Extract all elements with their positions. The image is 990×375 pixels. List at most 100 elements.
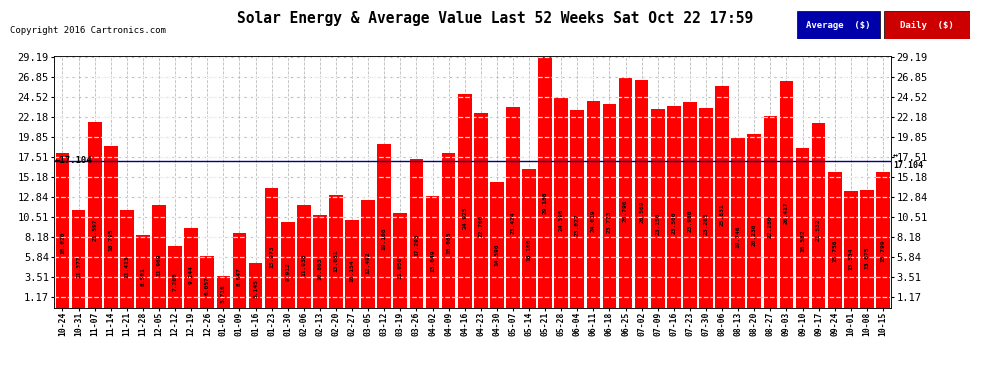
Text: 23.027: 23.027 bbox=[575, 213, 580, 236]
Text: 24.396: 24.396 bbox=[558, 209, 563, 231]
Bar bbox=[233, 233, 247, 308]
Bar bbox=[603, 104, 617, 308]
Text: 9.912: 9.912 bbox=[285, 262, 290, 281]
Bar bbox=[248, 263, 262, 308]
Bar bbox=[346, 220, 359, 308]
Bar bbox=[200, 255, 214, 308]
Text: 18.065: 18.065 bbox=[446, 231, 451, 254]
Text: 11.413: 11.413 bbox=[125, 255, 130, 278]
Text: 23.285: 23.285 bbox=[704, 212, 709, 235]
Bar bbox=[329, 195, 343, 308]
Bar bbox=[55, 153, 69, 308]
Text: 13.534: 13.534 bbox=[848, 248, 853, 270]
Bar bbox=[828, 172, 842, 308]
Text: 21.597: 21.597 bbox=[92, 219, 97, 241]
Text: 23.980: 23.980 bbox=[687, 210, 692, 232]
Text: 19.746: 19.746 bbox=[736, 225, 741, 248]
Bar bbox=[313, 215, 327, 308]
Bar bbox=[168, 246, 182, 308]
Bar bbox=[876, 172, 890, 308]
Bar bbox=[361, 200, 375, 308]
Bar bbox=[457, 94, 471, 308]
Bar bbox=[474, 113, 488, 308]
Text: 15.756: 15.756 bbox=[833, 240, 838, 262]
Text: 8.647: 8.647 bbox=[237, 267, 242, 286]
Bar bbox=[860, 190, 874, 308]
Bar bbox=[522, 170, 536, 308]
Bar bbox=[393, 213, 407, 308]
Bar bbox=[539, 57, 552, 308]
Text: 15.799: 15.799 bbox=[880, 239, 885, 262]
Text: 6.057: 6.057 bbox=[205, 276, 210, 295]
Bar bbox=[763, 116, 777, 308]
Bar bbox=[104, 146, 118, 308]
Text: 11.969: 11.969 bbox=[156, 253, 161, 276]
Text: 7.208: 7.208 bbox=[172, 272, 177, 291]
Text: Solar Energy & Average Value Last 52 Weeks Sat Oct 22 17:59: Solar Energy & Average Value Last 52 Wee… bbox=[237, 11, 753, 26]
Bar bbox=[635, 80, 648, 308]
Bar bbox=[281, 222, 295, 308]
Text: Copyright 2016 Cartronics.com: Copyright 2016 Cartronics.com bbox=[10, 26, 165, 35]
Bar bbox=[796, 148, 810, 308]
Text: 11.377: 11.377 bbox=[76, 255, 81, 278]
Text: 26.417: 26.417 bbox=[784, 201, 789, 223]
Text: 22.280: 22.280 bbox=[768, 216, 773, 238]
Text: 20.230: 20.230 bbox=[751, 224, 756, 246]
Bar bbox=[377, 144, 391, 308]
Text: 21.532: 21.532 bbox=[816, 219, 821, 241]
FancyBboxPatch shape bbox=[884, 11, 970, 39]
Text: 13.675: 13.675 bbox=[864, 247, 869, 270]
Bar bbox=[699, 108, 713, 307]
Bar bbox=[264, 188, 278, 308]
Bar bbox=[732, 138, 745, 308]
Text: 24.925: 24.925 bbox=[462, 207, 467, 229]
Text: 10.803: 10.803 bbox=[318, 257, 323, 280]
Text: 23.500: 23.500 bbox=[671, 211, 676, 234]
Bar bbox=[297, 205, 311, 308]
Bar bbox=[715, 86, 729, 308]
Text: 3.718: 3.718 bbox=[221, 285, 226, 303]
Text: 23.424: 23.424 bbox=[511, 212, 516, 234]
Text: 10.154: 10.154 bbox=[349, 260, 354, 282]
Text: 8.501: 8.501 bbox=[141, 267, 146, 286]
Text: 14.590: 14.590 bbox=[494, 244, 499, 266]
Text: 9.244: 9.244 bbox=[189, 265, 194, 284]
Bar bbox=[152, 205, 166, 308]
Bar bbox=[812, 123, 826, 308]
Text: 11.050: 11.050 bbox=[398, 256, 403, 279]
Bar bbox=[506, 106, 520, 308]
Text: 22.700: 22.700 bbox=[478, 214, 483, 237]
Text: 29.188: 29.188 bbox=[543, 191, 547, 214]
Bar bbox=[136, 235, 149, 308]
Bar bbox=[442, 153, 455, 308]
Bar bbox=[71, 210, 85, 308]
Text: 25.831: 25.831 bbox=[720, 203, 725, 226]
Bar bbox=[570, 110, 584, 308]
Bar bbox=[747, 134, 761, 308]
Bar bbox=[843, 191, 857, 308]
Text: 11.938: 11.938 bbox=[301, 253, 306, 276]
Bar bbox=[217, 276, 231, 308]
Text: 13.973: 13.973 bbox=[269, 246, 274, 268]
Bar bbox=[650, 109, 664, 308]
Text: 18.020: 18.020 bbox=[60, 231, 65, 254]
Text: ↔
17.104: ↔ 17.104 bbox=[893, 151, 923, 170]
Bar bbox=[586, 102, 600, 308]
Text: ←17.104: ←17.104 bbox=[54, 156, 92, 165]
Text: 13.081: 13.081 bbox=[334, 249, 339, 272]
Bar bbox=[184, 228, 198, 308]
Bar bbox=[683, 102, 697, 308]
Bar bbox=[779, 81, 793, 308]
Bar bbox=[426, 196, 440, 308]
Bar bbox=[619, 78, 633, 308]
Text: 19.108: 19.108 bbox=[382, 227, 387, 250]
Bar bbox=[667, 106, 681, 308]
Bar bbox=[554, 98, 568, 308]
FancyBboxPatch shape bbox=[797, 11, 880, 39]
Bar bbox=[490, 182, 504, 308]
Bar bbox=[120, 210, 134, 308]
Text: 26.796: 26.796 bbox=[623, 200, 628, 222]
Text: 18.582: 18.582 bbox=[800, 229, 805, 252]
Text: 18.795: 18.795 bbox=[108, 228, 113, 251]
Text: 23.773: 23.773 bbox=[607, 211, 612, 233]
